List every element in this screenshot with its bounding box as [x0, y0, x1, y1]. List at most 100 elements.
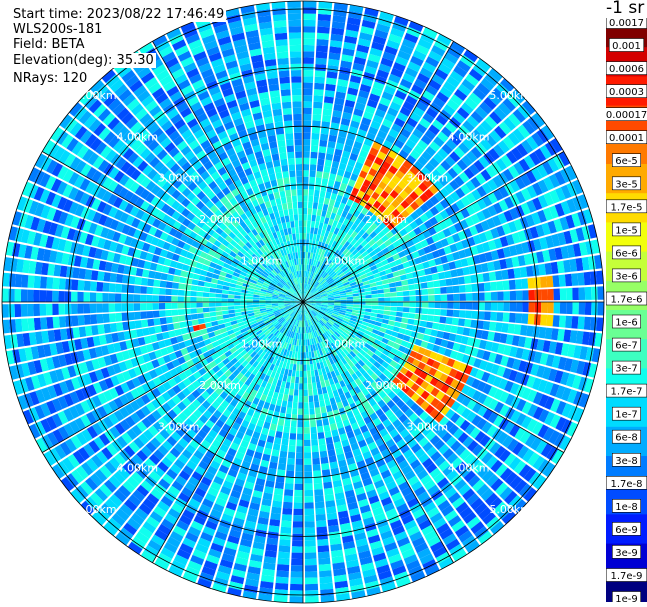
beta-cell — [547, 220, 557, 234]
beta-cell — [472, 302, 479, 310]
beta-cell — [274, 352, 280, 360]
beta-cell — [454, 88, 468, 101]
beta-cell — [354, 532, 367, 541]
beta-cell — [307, 306, 312, 312]
beta-cell — [527, 313, 535, 325]
beta-cell — [304, 314, 306, 321]
beta-cell — [483, 395, 493, 408]
beta-cell — [362, 264, 370, 271]
beta-cell — [397, 237, 406, 245]
beta-cell — [339, 124, 349, 133]
beta-cell — [245, 355, 253, 363]
beta-cell — [236, 380, 244, 389]
beta-cell — [328, 344, 334, 351]
beta-cell — [419, 320, 427, 328]
beta-cell — [336, 401, 344, 410]
beta-cell — [387, 340, 395, 347]
beta-cell — [102, 282, 110, 292]
beta-cell — [313, 337, 317, 345]
beta-cell — [228, 390, 237, 399]
beta-cell — [582, 331, 590, 345]
beta-cell — [366, 528, 379, 538]
beta-cell — [399, 542, 413, 553]
beta-cell — [259, 358, 266, 366]
beta-cell — [372, 506, 384, 517]
beta-cell — [64, 303, 72, 315]
beta-cell — [425, 394, 435, 404]
beta-cell — [401, 384, 411, 394]
beta-cell — [295, 306, 300, 313]
beta-cell — [333, 322, 340, 328]
beta-cell — [303, 308, 305, 315]
beta-cell — [115, 508, 130, 522]
beta-cell — [354, 276, 362, 282]
beta-cell — [230, 489, 241, 499]
beta-cell — [229, 529, 242, 539]
beta-cell — [409, 111, 422, 123]
beta-cell — [340, 238, 347, 246]
beta-cell — [425, 384, 435, 394]
beta-cell — [274, 437, 282, 445]
beta-cell — [460, 184, 471, 195]
beta-cell — [410, 427, 421, 438]
beta-cell — [312, 457, 320, 465]
beta-cell — [191, 471, 203, 482]
beta-cell — [222, 409, 232, 418]
beta-cell — [450, 440, 462, 452]
beta-cell — [353, 386, 362, 394]
beta-cell — [485, 455, 498, 469]
beta-cell — [318, 557, 331, 565]
beta-cell — [499, 404, 510, 417]
beta-cell — [548, 205, 559, 219]
beta-cell — [314, 489, 324, 496]
beta-cell — [150, 437, 162, 449]
beta-cell — [303, 38, 315, 46]
beta-cell — [362, 430, 372, 439]
beta-cell — [319, 235, 324, 243]
beta-cell — [338, 335, 345, 342]
beta-cell — [338, 72, 350, 81]
beta-cell — [379, 11, 394, 21]
beta-cell — [178, 470, 191, 481]
beta-cell — [321, 299, 328, 301]
beta-cell — [298, 320, 301, 327]
beta-cell — [33, 289, 40, 302]
beta-cell — [245, 448, 255, 458]
beta-cell — [315, 315, 321, 321]
beta-cell — [305, 307, 308, 314]
beta-cell — [205, 520, 218, 531]
beta-cell — [263, 447, 272, 456]
beta-cell — [391, 492, 403, 502]
beta-cell — [356, 44, 370, 54]
beta-cell — [357, 391, 365, 400]
beta-cell — [330, 423, 338, 431]
beta-cell — [293, 395, 299, 403]
beta-cell — [360, 26, 374, 35]
beta-cell — [389, 311, 397, 316]
beta-cell — [219, 519, 232, 529]
beta-cell — [377, 331, 385, 338]
beta-cell — [199, 503, 212, 514]
beta-cell — [303, 88, 313, 96]
beta-cell — [303, 295, 304, 302]
beta-cell — [474, 526, 489, 540]
beta-cell — [197, 318, 205, 325]
beta-cell — [511, 335, 520, 347]
beta-cell — [396, 333, 405, 340]
beta-cell — [534, 148, 547, 163]
beta-cell — [321, 296, 328, 299]
beta-cell — [306, 283, 309, 290]
beta-cell — [194, 465, 206, 476]
beta-cell — [395, 338, 403, 345]
beta-cell — [355, 333, 363, 340]
beta-cell — [185, 531, 199, 543]
beta-cell — [445, 397, 456, 408]
beta-cell — [345, 553, 358, 562]
beta-cell — [430, 266, 438, 274]
beta-cell — [487, 411, 499, 424]
beta-cell — [333, 154, 341, 163]
beta-cell — [303, 132, 311, 140]
beta-cell — [412, 344, 421, 353]
beta-cell — [291, 414, 298, 421]
beta-cell — [520, 202, 531, 215]
